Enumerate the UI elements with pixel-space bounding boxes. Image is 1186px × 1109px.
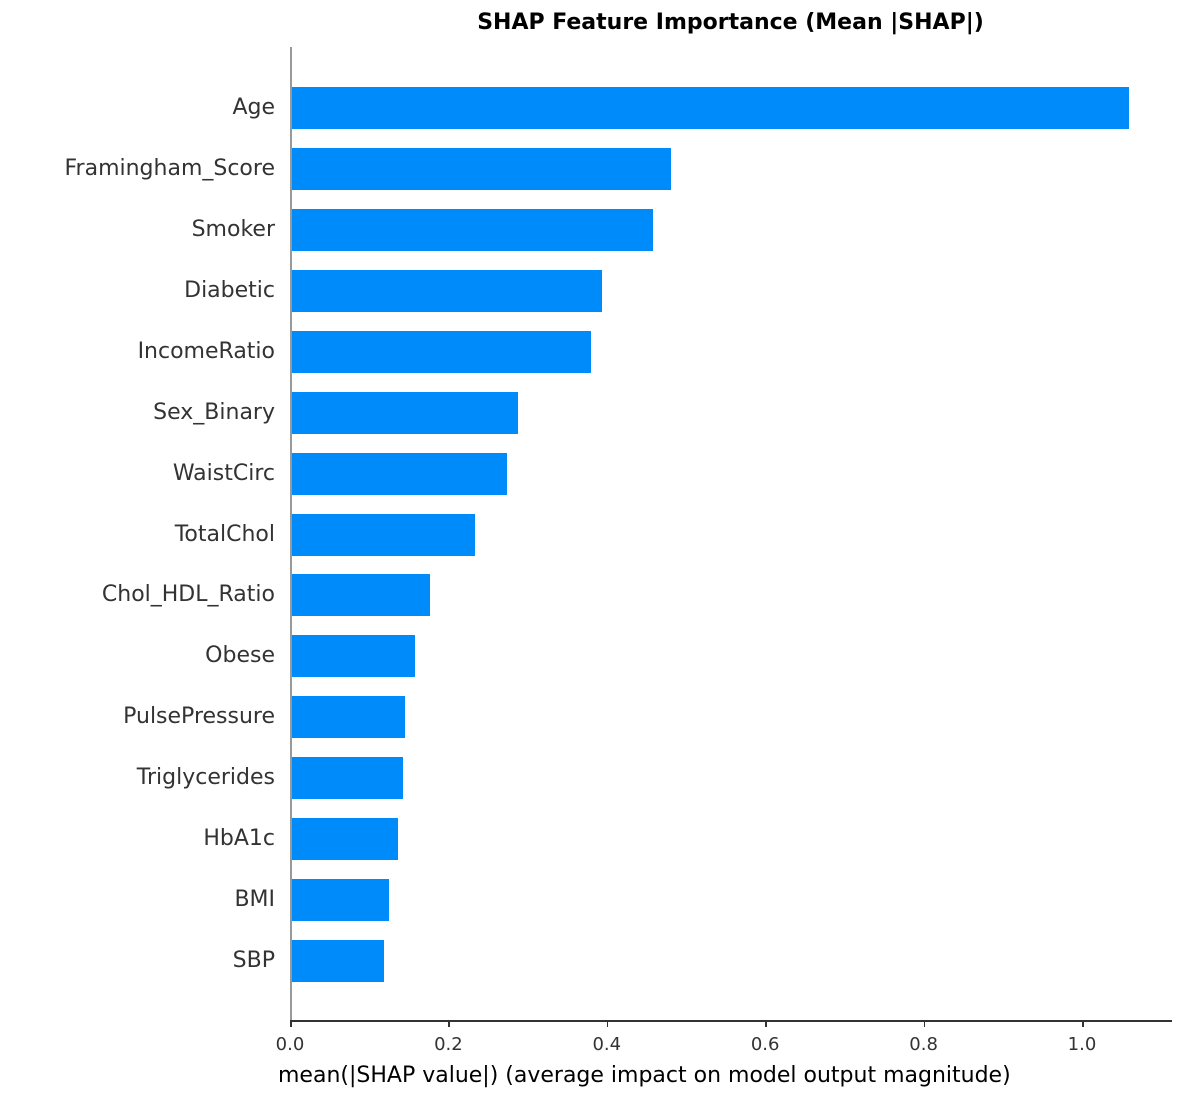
bar-hba1c xyxy=(290,818,398,861)
bar-sex-binary xyxy=(290,391,519,434)
x-tick-label: 0.0 xyxy=(275,1034,305,1055)
y-tick-label: TotalChol xyxy=(174,521,275,547)
x-tick-label: 0.6 xyxy=(750,1034,780,1055)
x-tick-label: 0.8 xyxy=(909,1034,938,1055)
bar-obese xyxy=(290,635,416,678)
y-tick-label: Age xyxy=(232,95,275,120)
y-tick-label: Sex_Binary xyxy=(153,399,275,425)
y-tick-label: Triglycerides xyxy=(136,765,275,791)
x-tick-label: 0.4 xyxy=(592,1034,622,1055)
chart-title: SHAP Feature Importance (Mean |SHAP|) xyxy=(477,10,984,35)
y-tick-label: SBP xyxy=(232,948,275,974)
bar-incomeratio xyxy=(290,330,591,373)
bar-sbp xyxy=(290,940,385,983)
bar-bmi xyxy=(290,879,389,922)
y-tick-label: Chol_HDL_Ratio xyxy=(101,582,275,608)
x-axis-label: mean(|SHAP value|) (average impact on mo… xyxy=(278,1063,1011,1088)
x-tick-label: 0.2 xyxy=(434,1034,463,1055)
x-tick-label: 1.0 xyxy=(1067,1034,1097,1055)
y-tick-label: Obese xyxy=(205,643,275,669)
y-tick-label: HbA1c xyxy=(203,826,275,852)
bar-chol-hdl-ratio xyxy=(290,574,431,617)
x-tick-mark xyxy=(290,1021,292,1027)
bar-triglycerides xyxy=(290,757,404,800)
bar-framingham-score xyxy=(290,147,671,190)
x-tick-mark xyxy=(923,1021,926,1027)
bar-totalchol xyxy=(290,513,476,556)
bar-smoker xyxy=(290,208,653,251)
y-tick-label: IncomeRatio xyxy=(137,338,275,364)
x-tick-mark xyxy=(448,1021,450,1027)
y-tick-label: Diabetic xyxy=(184,277,275,303)
bar-diabetic xyxy=(290,269,603,312)
plot-area xyxy=(290,47,1171,1021)
y-tick-label: BMI xyxy=(234,887,275,913)
bar-age xyxy=(290,87,1129,129)
bar-waistcirc xyxy=(290,452,507,495)
y-tick-label: PulsePressure xyxy=(123,704,275,730)
x-tick-mark xyxy=(606,1021,609,1027)
x-axis-line xyxy=(290,1020,1172,1022)
y-tick-label: Smoker xyxy=(191,216,275,242)
y-axis-line xyxy=(290,47,292,1022)
y-tick-label: WaistCirc xyxy=(172,460,275,486)
y-tick-label: Framingham_Score xyxy=(64,155,275,181)
x-tick-mark xyxy=(765,1021,767,1027)
bar-pulsepressure xyxy=(290,696,405,739)
x-tick-mark xyxy=(1082,1021,1084,1027)
